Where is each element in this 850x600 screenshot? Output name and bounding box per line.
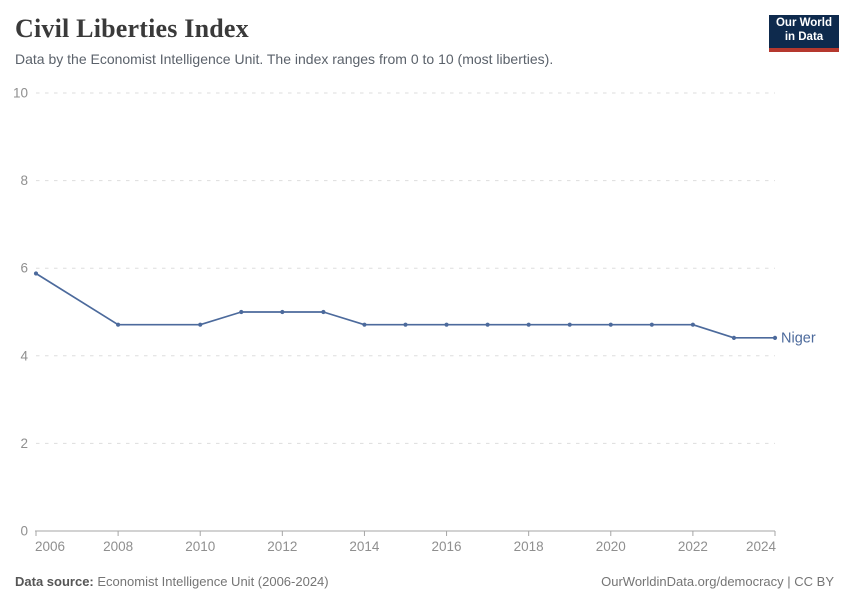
x-tick-label: 2014 (349, 539, 380, 554)
x-tick-label: 2008 (103, 539, 133, 554)
data-point[interactable] (526, 322, 531, 327)
data-source: Data source: Economist Intelligence Unit… (15, 574, 329, 589)
data-point[interactable] (239, 309, 244, 315)
data-point[interactable] (567, 322, 572, 327)
y-tick-label: 8 (20, 173, 28, 188)
data-point[interactable] (731, 335, 737, 340)
y-tick-label: 6 (20, 261, 28, 276)
data-point[interactable] (444, 322, 449, 327)
x-tick-label: 2018 (514, 539, 544, 554)
chart-subtitle: Data by the Economist Intelligence Unit.… (15, 51, 554, 67)
owid-logo-line1: Our World (775, 17, 832, 29)
x-tick-label: 2010 (185, 539, 215, 554)
x-tick-label: 2020 (596, 539, 626, 554)
y-tick-label: 10 (13, 86, 28, 101)
y-tick-label: 0 (20, 524, 28, 539)
x-tick-label: 2012 (267, 539, 297, 554)
page-title: Civil Liberties Index (15, 14, 249, 43)
chart-footer: Data source: Economist Intelligence Unit… (15, 574, 834, 589)
owid-logo-line2: in Data (784, 30, 824, 43)
x-tick-label: 2022 (678, 539, 708, 554)
data-point[interactable] (116, 322, 121, 327)
series-line-niger[interactable] (35, 272, 776, 339)
x-tick-label: 2006 (35, 539, 65, 554)
owid-logo[interactable]: Our World in Data (769, 15, 839, 52)
x-tick-label: 2024 (746, 539, 777, 554)
data-point[interactable] (690, 322, 695, 327)
data-point[interactable] (772, 335, 778, 340)
data-point[interactable] (608, 322, 613, 327)
chart-header: Civil Liberties Index Data by the Econom… (0, 0, 850, 68)
data-source-value: Economist Intelligence Unit (2006-2024) (97, 574, 329, 589)
data-point[interactable] (321, 309, 326, 315)
series-end-label[interactable]: Niger (781, 330, 816, 346)
data-point[interactable] (362, 322, 367, 327)
data-point[interactable] (33, 271, 39, 276)
y-tick-label: 2 (20, 436, 28, 451)
data-source-label: Data source: (15, 574, 94, 589)
y-tick-label: 4 (20, 348, 28, 363)
data-point[interactable] (403, 322, 408, 327)
data-point[interactable] (280, 309, 285, 315)
data-point[interactable] (198, 322, 203, 327)
attribution-link[interactable]: OurWorldinData.org/democracy | CC BY (601, 574, 834, 589)
data-point[interactable] (649, 322, 654, 327)
data-point[interactable] (485, 322, 490, 327)
x-tick-label: 2016 (432, 539, 462, 554)
line-chart[interactable]: 0 2 4 6 8 10 2006 2008 2010 2012 2014 2016 2018 2020 2… (0, 85, 850, 565)
